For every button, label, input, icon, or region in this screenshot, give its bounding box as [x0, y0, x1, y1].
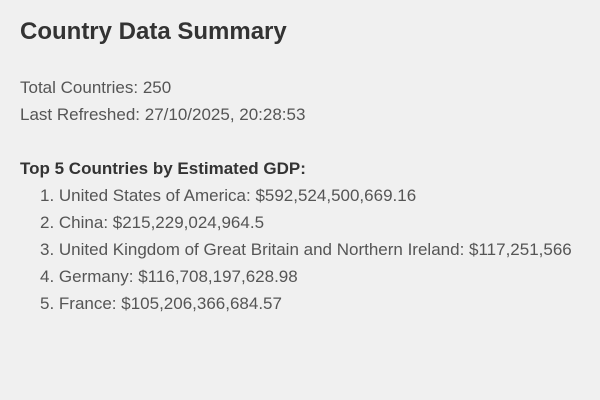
- gdp-list-item: 3. United Kingdom of Great Britain and N…: [40, 240, 572, 259]
- gdp-list: 1. United States of America: $592,524,50…: [40, 185, 572, 320]
- gdp-list-item: 1. United States of America: $592,524,50…: [40, 186, 417, 205]
- gdp-list-item: 4. Germany: $116,708,197,628.98: [40, 267, 298, 286]
- gdp-list-item: 2. China: $215,229,024,964.5: [40, 213, 265, 232]
- page-title: Country Data Summary: [20, 18, 287, 45]
- gdp-list-item: 5. France: $105,206,366,684.57: [40, 294, 282, 313]
- total-countries-text: Total Countries: 250: [20, 78, 172, 97]
- last-refreshed-text: Last Refreshed: 27/10/2025, 20:28:53: [20, 105, 306, 124]
- gdp-section-heading: Top 5 Countries by Estimated GDP:: [20, 159, 306, 178]
